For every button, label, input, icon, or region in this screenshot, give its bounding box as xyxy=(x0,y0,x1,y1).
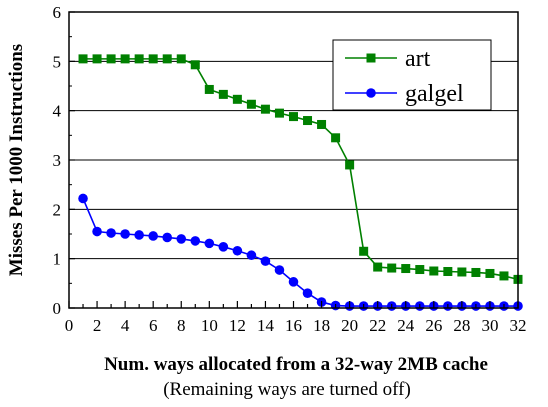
point-art xyxy=(232,94,242,104)
point-art xyxy=(387,263,397,273)
point-art xyxy=(303,116,313,126)
point-art xyxy=(331,133,341,143)
x-axis-title: Num. ways allocated from a 32-way 2MB ca… xyxy=(104,354,488,375)
series-layer xyxy=(78,54,523,311)
point-art xyxy=(92,54,102,64)
legend: art galgel xyxy=(332,39,492,111)
point-galgel xyxy=(302,288,313,299)
point-art xyxy=(246,99,256,109)
point-galgel xyxy=(246,250,257,261)
point-art xyxy=(106,54,116,64)
x-tick-label-12: 12 xyxy=(229,316,246,335)
point-art xyxy=(345,160,355,170)
point-art xyxy=(317,119,327,129)
point-art xyxy=(218,89,228,99)
point-galgel xyxy=(218,242,229,252)
y-axis-title: Misses Per 1000 Instructions xyxy=(6,44,27,276)
point-galgel xyxy=(92,226,102,237)
point-galgel xyxy=(260,256,271,266)
x-tick-label-32: 32 xyxy=(510,316,527,335)
y-tick-label-1: 1 xyxy=(53,250,62,269)
point-art xyxy=(176,54,186,64)
x-tick-label-22: 22 xyxy=(369,316,386,335)
legend-marker-galgel xyxy=(366,88,376,98)
axis-ticks xyxy=(68,11,519,309)
x-tick-label-26: 26 xyxy=(425,316,442,335)
x-tick-label-0: 0 xyxy=(65,316,74,335)
point-galgel xyxy=(134,230,144,240)
point-art xyxy=(415,265,425,275)
point-art xyxy=(443,266,453,276)
y-tick-label-6: 6 xyxy=(53,3,62,22)
point-art xyxy=(289,112,298,122)
point-art xyxy=(429,266,439,276)
x-tick-label-6: 6 xyxy=(149,316,158,335)
point-art xyxy=(134,54,144,64)
y-tick-label-3: 3 xyxy=(53,151,62,170)
x-tick-label-2: 2 xyxy=(93,316,102,335)
x-tick-label-24: 24 xyxy=(397,316,415,335)
x-tick-label-8: 8 xyxy=(177,316,186,335)
y-tick-label-0: 0 xyxy=(53,299,62,318)
point-art xyxy=(190,60,200,70)
legend-label-galgel: galgel xyxy=(405,81,464,107)
point-art xyxy=(162,54,172,64)
point-galgel xyxy=(274,265,285,275)
point-art xyxy=(78,54,88,64)
point-galgel xyxy=(78,193,88,204)
point-art xyxy=(359,246,369,256)
x-tick-label-16: 16 xyxy=(285,316,302,335)
point-art xyxy=(457,267,467,277)
series-line-galgel xyxy=(82,198,518,307)
x-tick-label-4: 4 xyxy=(121,316,130,335)
x-tick-label-20: 20 xyxy=(341,316,358,335)
point-galgel xyxy=(190,236,201,246)
y-tick-label-5: 5 xyxy=(53,52,62,71)
gridlines xyxy=(69,60,518,260)
y-tick-label-4: 4 xyxy=(53,102,62,121)
point-art xyxy=(499,271,509,281)
x-axis-note: (Remaining ways are turned off) xyxy=(163,379,411,400)
point-galgel xyxy=(162,232,173,243)
point-art xyxy=(485,268,495,278)
x-tick-label-18: 18 xyxy=(313,316,330,335)
legend-marker-art xyxy=(366,53,376,63)
point-art xyxy=(274,108,284,118)
point-galgel xyxy=(120,229,130,239)
x-tick-label-30: 30 xyxy=(481,316,498,335)
point-art xyxy=(148,54,158,64)
y-tick-label-2: 2 xyxy=(53,200,62,219)
point-art xyxy=(471,267,481,277)
point-art xyxy=(401,264,411,274)
point-galgel xyxy=(204,238,215,249)
x-tick-label-14: 14 xyxy=(257,316,275,335)
point-galgel xyxy=(176,234,187,244)
point-art xyxy=(204,84,214,94)
legend-box xyxy=(332,39,492,111)
x-tick-label-28: 28 xyxy=(453,316,470,335)
legend-label-art: art xyxy=(405,46,431,72)
point-galgel xyxy=(288,277,299,287)
x-tick-label-10: 10 xyxy=(201,316,218,335)
point-art xyxy=(120,54,130,64)
point-galgel xyxy=(106,228,116,238)
point-galgel xyxy=(148,231,158,241)
point-galgel xyxy=(232,245,243,256)
point-art xyxy=(373,262,383,272)
point-art xyxy=(260,104,270,114)
